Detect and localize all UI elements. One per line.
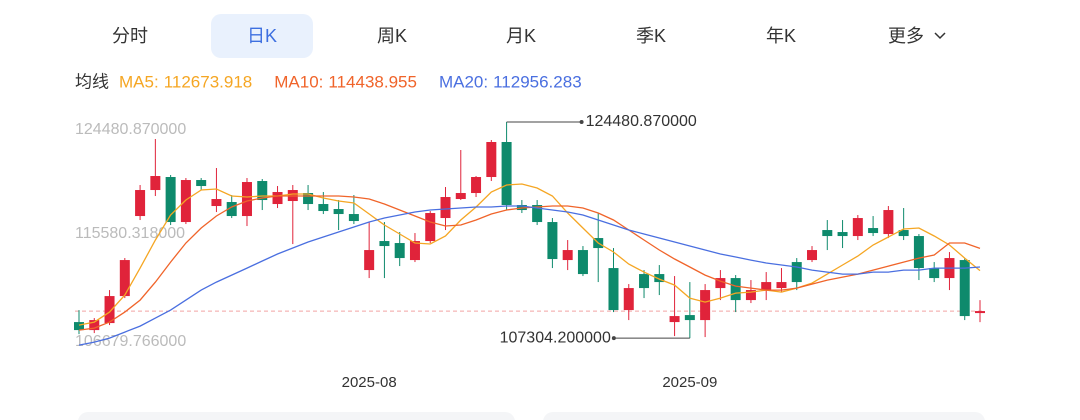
legend-label: MA10: (274, 72, 323, 91)
ma-line (78, 205, 981, 346)
candle-body (196, 180, 207, 187)
candle-body (440, 197, 451, 219)
candle-body (684, 315, 695, 321)
candle-body (333, 209, 344, 215)
candle-body (715, 278, 726, 289)
high-label: 124480.870000 (586, 113, 697, 130)
candle-body (776, 282, 787, 289)
tab-active-bg (211, 14, 313, 58)
candle-body (257, 181, 268, 201)
candle-body (89, 320, 100, 331)
pointer-dot (579, 120, 584, 124)
candle-body (868, 228, 879, 234)
candle-body (562, 250, 573, 261)
candle-body (455, 193, 466, 200)
candle-body (898, 230, 909, 237)
legend-value: 112956.283 (493, 72, 582, 91)
x-tick-label: 2025-08 (342, 374, 397, 391)
candle-body (654, 274, 665, 283)
tab-bar: 分时 日K 周K 月K 季K 年K 更多 (112, 14, 946, 58)
candle-body (226, 202, 237, 217)
candle-body (959, 260, 970, 317)
candle-body (639, 274, 650, 289)
tab[interactable]: 周K (377, 26, 407, 46)
candle-body (486, 142, 497, 178)
candle-body (394, 243, 405, 259)
candle-body (547, 222, 558, 260)
low-label: 107304.200000 (500, 329, 611, 346)
candle-body (318, 204, 329, 212)
card (543, 412, 985, 420)
candle-body (975, 311, 985, 314)
legend-title: 均线 (75, 72, 109, 91)
candle-body (150, 176, 161, 191)
candle-body (74, 322, 84, 331)
candle-body (730, 278, 741, 301)
candle-body (364, 250, 375, 271)
candle-body (211, 199, 222, 207)
card (78, 412, 515, 420)
y-tick-label: 106679.766000 (75, 333, 186, 350)
legend-label: MA5: (119, 72, 159, 91)
candle-body (913, 236, 924, 269)
candle-body (471, 177, 482, 194)
candle-body (623, 288, 634, 311)
candle-body (135, 190, 146, 217)
candle-body (272, 192, 283, 205)
tab[interactable]: 月K (506, 26, 536, 46)
candle-body (180, 180, 191, 223)
candle-body (425, 213, 436, 242)
candle-body (165, 177, 176, 223)
tab[interactable]: 分时 (112, 26, 148, 46)
candle-body (761, 282, 772, 291)
tab[interactable]: 季K (636, 26, 666, 46)
legend-label: MA20: (439, 72, 488, 91)
legend-value: 114438.955 (328, 72, 417, 91)
candle-body (669, 316, 680, 323)
candle-body (379, 241, 390, 247)
pointer-dot (611, 336, 616, 341)
tab[interactable]: 更多 (888, 26, 924, 46)
x-tick-label: 2025-09 (662, 374, 717, 391)
candle-body (409, 241, 420, 261)
candle-body (700, 290, 711, 321)
y-tick-label: 115580.318000 (75, 225, 185, 242)
candle-body (745, 290, 756, 301)
candle-body (883, 210, 894, 235)
candle-body (608, 268, 619, 311)
candle-body (104, 296, 115, 324)
ma-legend: 均线 MA5: 112673.918 MA10: 114438.955 MA20: 1129… (75, 72, 582, 91)
candle-body (577, 250, 588, 275)
chevron-icon (934, 32, 946, 40)
candle-body (807, 250, 818, 261)
candle-body (837, 232, 848, 237)
candle-body (119, 260, 130, 297)
candle-body (532, 205, 543, 223)
chart: 106679.766000 115580.318000 124480.870000 2… (74, 113, 985, 391)
candle-body (241, 182, 252, 217)
candle-body (303, 193, 314, 205)
candle-body (348, 214, 359, 222)
legend-value: 112673.918 (164, 72, 253, 91)
candle-body (852, 218, 863, 237)
y-tick-label: 124480.870000 (75, 121, 186, 138)
tab[interactable]: 年K (766, 26, 796, 46)
tab[interactable]: 日K (247, 26, 277, 46)
candle-body (501, 142, 512, 206)
candle-body (822, 230, 833, 237)
candle-body (791, 262, 802, 283)
candle-body (929, 268, 940, 279)
